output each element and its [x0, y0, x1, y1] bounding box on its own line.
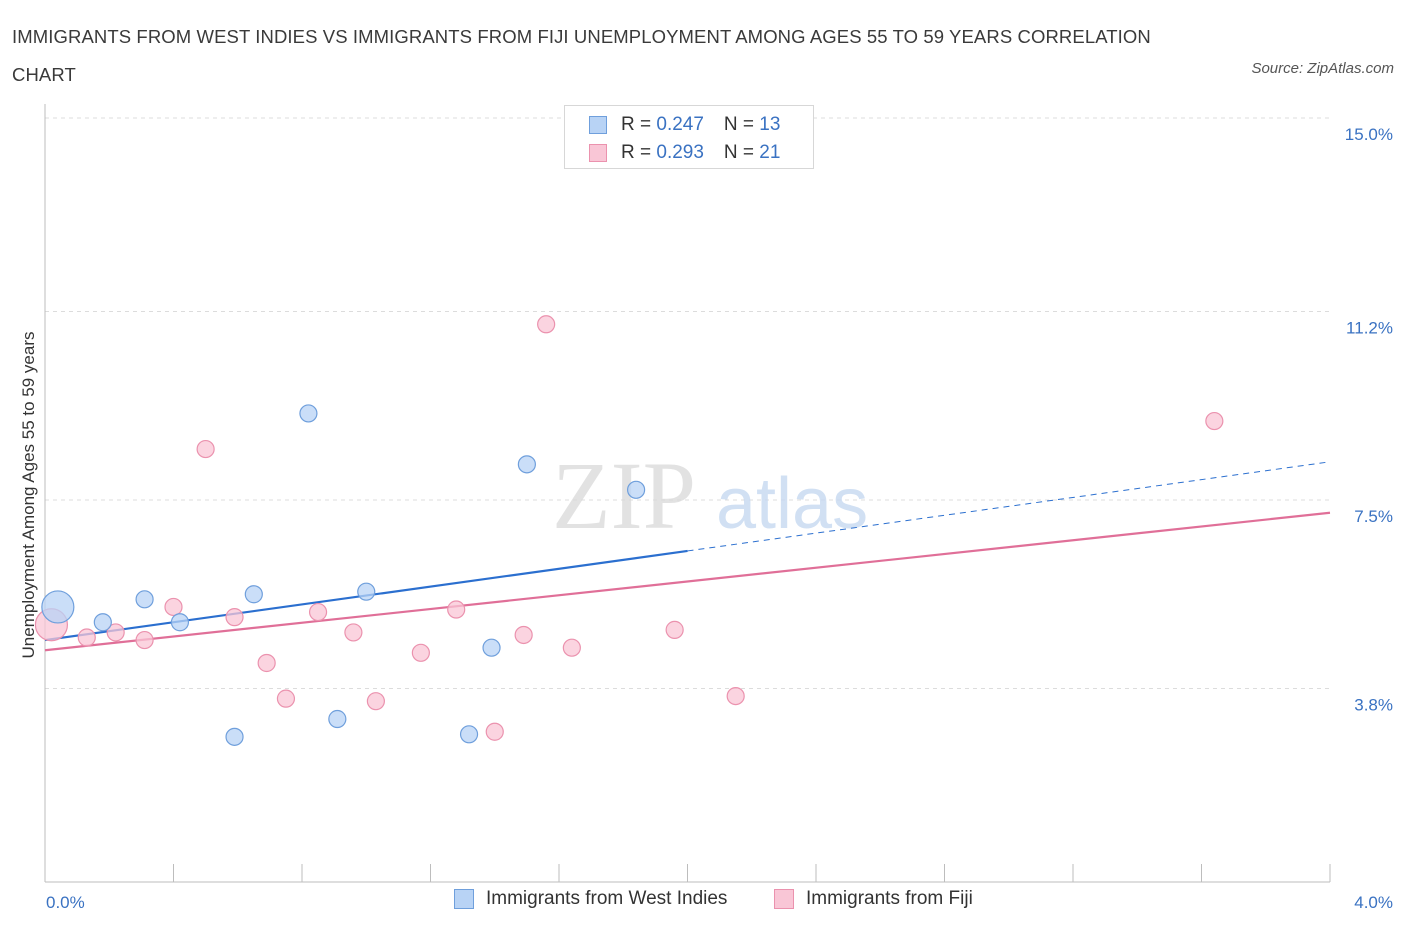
fiji-n-value: 21: [759, 142, 781, 163]
legend-label-fiji: Immigrants from Fiji: [806, 888, 973, 909]
fiji-r-value: 0.293: [656, 142, 704, 163]
fiji-point: [562, 638, 581, 657]
x-tick-label-max: 4.0%: [1354, 893, 1393, 912]
legend-row-west-indies: R = 0.247 N = 13: [589, 112, 780, 138]
fiji-point: [366, 692, 385, 711]
west-indies-point: [517, 455, 536, 474]
fiji-point: [485, 722, 504, 741]
tick-labels: 3.8% 7.5% 11.2% 15.0% 0.0% 4.0%: [46, 125, 1393, 912]
data-points: [34, 315, 1224, 746]
legend-swatch-fiji: [774, 889, 794, 909]
west-indies-n-value: 13: [759, 114, 781, 135]
legend-row-fiji: R = 0.293 N = 21: [589, 140, 780, 166]
fiji-point: [164, 597, 183, 617]
chart-title: IMMIGRANTS FROM WEST INDIES VS IMMIGRANT…: [12, 26, 1151, 85]
west-indies-swatch: [589, 116, 607, 134]
y-tick-label: 11.2%: [1346, 319, 1393, 338]
west-indies-n-label: N =: [723, 114, 760, 135]
y-tick-label: 7.5%: [1354, 507, 1393, 526]
gridlines: [45, 117, 1330, 689]
fiji-point: [276, 689, 296, 708]
x-tick-label-min: 0.0%: [46, 893, 85, 912]
fiji-point: [77, 628, 96, 647]
west-indies-point: [626, 480, 646, 499]
fiji-point: [196, 439, 215, 459]
west-indies-point: [93, 613, 112, 632]
legend-swatch-west-indies: [454, 889, 474, 909]
west-indies-point: [225, 727, 244, 746]
west-indies-r-label: R =: [621, 114, 657, 135]
west-indies-trend-extension: [687, 461, 1331, 552]
west-indies-point: [299, 404, 318, 423]
source-credit: Source: ZipAtlas.com: [1251, 60, 1394, 77]
west-indies-point: [459, 725, 479, 744]
fiji-point: [514, 625, 533, 645]
fiji-point: [106, 623, 125, 642]
fiji-point: [447, 600, 466, 619]
west-indies-point: [41, 590, 75, 624]
watermark: ZIP atlas: [552, 442, 868, 549]
fiji-r-label: R =: [621, 142, 657, 163]
west-indies-r-value: 0.247: [656, 114, 704, 135]
fiji-point: [344, 623, 363, 642]
axes: [44, 104, 1331, 883]
fiji-point: [537, 315, 556, 334]
fiji-point: [135, 630, 154, 650]
y-tick-label: 3.8%: [1354, 695, 1393, 714]
fiji-point: [308, 602, 328, 622]
west-indies-point: [244, 585, 263, 604]
legend-item-fiji: Immigrants from Fiji: [774, 888, 973, 910]
west-indies-point: [328, 709, 347, 729]
fiji-point: [257, 653, 276, 673]
fiji-swatch: [589, 144, 607, 162]
y-axis-label: Unemployment Among Ages 55 to 59 years: [19, 332, 38, 659]
fiji-trend-line: [44, 511, 1331, 652]
series-legend: Immigrants from West Indies Immigrants f…: [0, 888, 1406, 916]
west-indies-point: [170, 613, 190, 632]
legend-item-west-indies: Immigrants from West Indies: [454, 888, 727, 910]
y-tick-label: 15.0%: [1345, 125, 1393, 144]
legend-label-west-indies: Immigrants from West Indies: [486, 888, 728, 909]
west-indies-point: [135, 590, 154, 609]
watermark-atlas: atlas: [716, 464, 868, 544]
correlation-legend: R = 0.247 N = 13 R = 0.293 N = 21: [564, 105, 814, 169]
west-indies-point: [482, 638, 501, 657]
fiji-point: [1205, 411, 1224, 431]
west-indies-point: [357, 582, 376, 601]
fiji-n-label: N =: [723, 142, 760, 163]
fiji-point: [225, 608, 244, 627]
watermark-zip: ZIP: [552, 442, 696, 549]
fiji-point: [726, 686, 745, 706]
fiji-point: [665, 620, 684, 639]
fiji-point: [411, 643, 430, 662]
